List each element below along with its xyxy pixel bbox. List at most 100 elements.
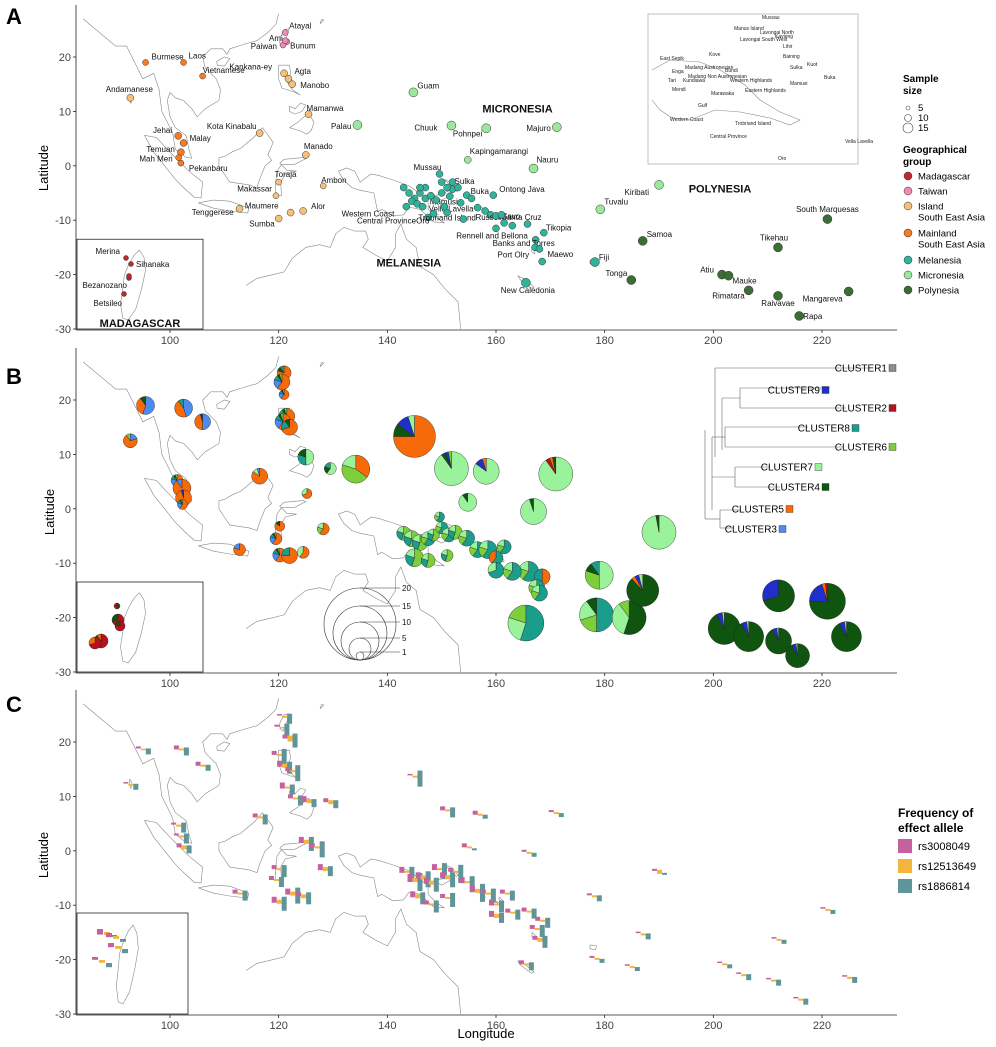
- admixture-pie[interactable]: [427, 528, 440, 542]
- population-point[interactable]: [304, 110, 313, 118]
- population-point[interactable]: [272, 192, 280, 199]
- population-point[interactable]: [255, 129, 264, 137]
- allele-frequency-bar[interactable]: [317, 864, 323, 871]
- allele-frequency-bar[interactable]: [741, 974, 747, 977]
- allele-frequency-bar[interactable]: [453, 870, 459, 873]
- population-point[interactable]: [523, 220, 532, 228]
- allele-frequency-bar[interactable]: [499, 900, 504, 913]
- allele-frequency-bar[interactable]: [423, 900, 429, 905]
- allele-frequency-bar[interactable]: [183, 833, 189, 844]
- allele-frequency-bar[interactable]: [820, 907, 826, 909]
- allele-frequency-bar[interactable]: [528, 962, 534, 971]
- allele-frequency-bar[interactable]: [441, 863, 447, 880]
- allele-frequency-bar[interactable]: [539, 924, 545, 937]
- admixture-pie[interactable]: [136, 396, 155, 415]
- allele-frequency-bar[interactable]: [271, 750, 277, 755]
- allele-frequency-bar[interactable]: [173, 745, 179, 750]
- population-point[interactable]: [319, 182, 327, 190]
- admixture-pie[interactable]: [496, 539, 512, 555]
- admixture-pie[interactable]: [174, 398, 193, 418]
- allele-frequency-bar[interactable]: [553, 812, 559, 815]
- population-point[interactable]: [302, 151, 310, 159]
- allele-frequency-bar[interactable]: [281, 896, 287, 911]
- allele-frequency-bar[interactable]: [106, 963, 112, 968]
- population-point[interactable]: [535, 245, 544, 253]
- admixture-pie[interactable]: [278, 389, 290, 400]
- population-point[interactable]: [180, 59, 187, 66]
- population-point[interactable]: [352, 120, 363, 130]
- allele-frequency-bar[interactable]: [404, 870, 410, 873]
- admixture-pie[interactable]: [809, 583, 846, 620]
- population-point[interactable]: [459, 215, 468, 223]
- population-point[interactable]: [126, 273, 132, 279]
- allele-frequency-bar[interactable]: [410, 891, 416, 898]
- population-point[interactable]: [408, 87, 419, 98]
- allele-frequency-bar[interactable]: [634, 967, 640, 972]
- allele-frequency-bar[interactable]: [271, 896, 277, 903]
- allele-frequency-bar[interactable]: [115, 946, 121, 949]
- allele-frequency-bar[interactable]: [268, 876, 274, 880]
- allele-frequency-bar[interactable]: [120, 939, 126, 942]
- allele-frequency-bar[interactable]: [285, 767, 291, 772]
- allele-frequency-bar[interactable]: [322, 867, 328, 872]
- admixture-pie[interactable]: [585, 560, 614, 590]
- allele-frequency-bar[interactable]: [535, 916, 541, 921]
- population-point[interactable]: [275, 178, 282, 186]
- allele-frequency-bar[interactable]: [635, 931, 641, 934]
- allele-frequency-bar[interactable]: [415, 894, 421, 899]
- population-point[interactable]: [540, 228, 548, 237]
- population-point[interactable]: [280, 69, 288, 78]
- population-point[interactable]: [743, 285, 754, 296]
- allele-frequency-bar[interactable]: [440, 893, 446, 898]
- allele-frequency-bar[interactable]: [448, 867, 454, 872]
- allele-frequency-bar[interactable]: [176, 824, 182, 827]
- allele-frequency-bar[interactable]: [274, 724, 280, 727]
- population-point[interactable]: [199, 72, 206, 80]
- allele-frequency-bar[interactable]: [135, 746, 141, 749]
- allele-frequency-bar[interactable]: [594, 957, 600, 960]
- population-point[interactable]: [424, 213, 432, 222]
- allele-frequency-bar[interactable]: [474, 888, 480, 893]
- allele-frequency-bar[interactable]: [534, 927, 540, 930]
- allele-frequency-bar[interactable]: [415, 872, 421, 879]
- allele-frequency-bar[interactable]: [494, 913, 499, 918]
- allele-frequency-bar[interactable]: [504, 892, 510, 895]
- allele-frequency-bar[interactable]: [518, 960, 524, 965]
- allele-frequency-bar[interactable]: [306, 799, 312, 804]
- admixture-pie[interactable]: [341, 454, 371, 484]
- allele-frequency-bar[interactable]: [489, 899, 494, 906]
- allele-frequency-bar[interactable]: [399, 866, 405, 873]
- allele-frequency-bar[interactable]: [852, 976, 858, 983]
- admixture-pie[interactable]: [194, 413, 211, 430]
- allele-frequency-bar[interactable]: [301, 796, 307, 803]
- population-point[interactable]: [177, 159, 185, 167]
- allele-frequency-bar[interactable]: [289, 784, 295, 795]
- allele-frequency-bar[interactable]: [433, 877, 439, 892]
- allele-frequency-bar[interactable]: [232, 889, 238, 894]
- allele-frequency-bar[interactable]: [123, 782, 129, 784]
- population-point[interactable]: [443, 183, 451, 192]
- population-point[interactable]: [456, 199, 465, 207]
- allele-frequency-bar[interactable]: [237, 892, 243, 895]
- allele-frequency-bar[interactable]: [459, 877, 465, 884]
- allele-frequency-bar[interactable]: [825, 908, 831, 911]
- allele-frequency-bar[interactable]: [428, 903, 434, 906]
- allele-frequency-bar[interactable]: [586, 893, 592, 896]
- population-point[interactable]: [281, 37, 289, 44]
- admixture-pie[interactable]: [324, 462, 337, 475]
- population-point[interactable]: [286, 208, 295, 217]
- allele-frequency-bar[interactable]: [717, 961, 723, 964]
- allele-frequency-bar[interactable]: [285, 888, 291, 895]
- admixture-pie[interactable]: [177, 499, 188, 510]
- allele-frequency-bar[interactable]: [540, 919, 546, 922]
- allele-frequency-bar[interactable]: [282, 734, 288, 739]
- allele-frequency-bar[interactable]: [409, 866, 415, 881]
- admixture-pie[interactable]: [538, 456, 573, 492]
- admixture-pie[interactable]: [273, 373, 291, 391]
- allele-frequency-bar[interactable]: [292, 797, 298, 800]
- allele-frequency-bar[interactable]: [431, 864, 437, 871]
- admixture-pie[interactable]: [611, 600, 647, 635]
- allele-frequency-bar[interactable]: [323, 798, 329, 803]
- allele-frequency-bar[interactable]: [798, 998, 804, 1001]
- allele-frequency-bar[interactable]: [99, 960, 105, 963]
